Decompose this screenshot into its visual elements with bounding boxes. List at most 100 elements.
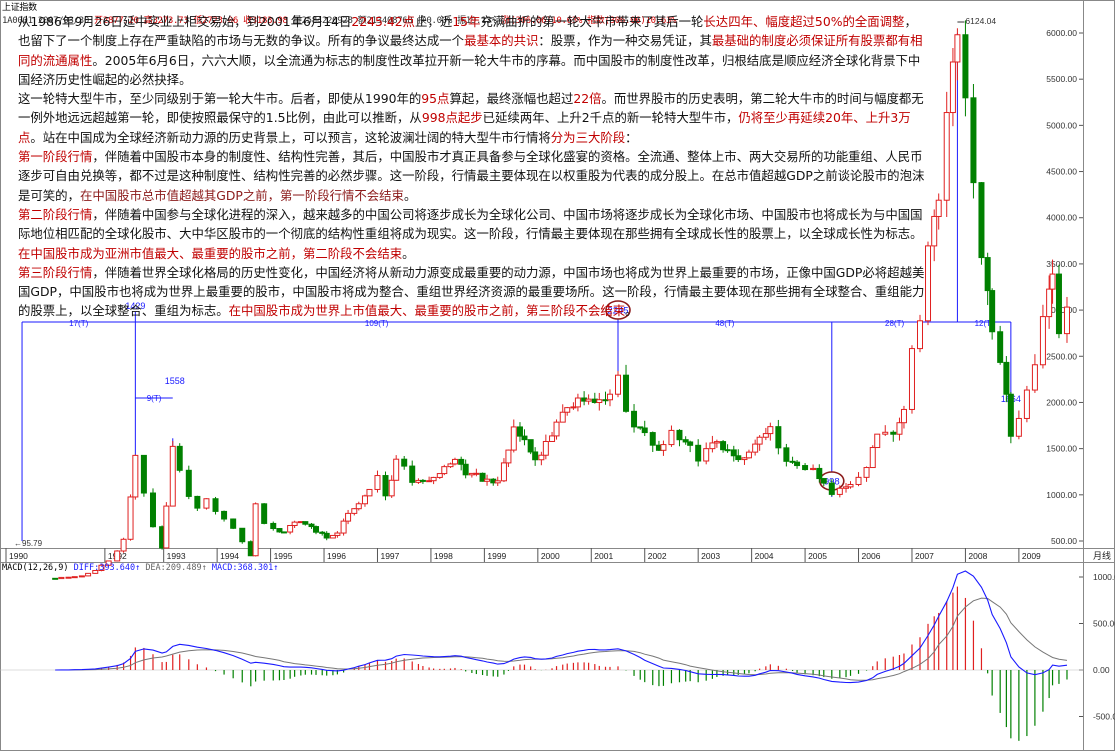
- rise-value: 涨(306.06)10.63%: [501, 16, 583, 26]
- candle-body: [1007, 393, 1014, 437]
- candle-body: [351, 508, 358, 514]
- candle-body: [194, 495, 201, 509]
- candle-body: [989, 290, 996, 333]
- candle-body: [527, 439, 534, 453]
- p2-run-1: 95点: [421, 91, 450, 107]
- analysis-article: 从1986年9月26日延中实业上柜交易始，到2001年6月14日2245.42点…: [18, 12, 928, 321]
- candle-body: [169, 445, 176, 507]
- candle-body: [935, 199, 942, 217]
- candle-body: [451, 458, 458, 465]
- candle-body: [510, 426, 517, 451]
- y-tick-label: 2000.00: [1046, 397, 1077, 407]
- macd-dea-line: [55, 597, 1068, 681]
- candle-body: [393, 458, 400, 481]
- candle-body: [323, 532, 330, 539]
- p3-run-1: ，伴随着中国股市本身的制度性、结构性完善，其后，中国股市才真正具备参与全球化盛宴…: [18, 149, 925, 203]
- p5-run-1: ，伴随着世界全球化格局的历史性变化，中国经济将从新动力源变成最重要的动力源，中国…: [18, 264, 925, 319]
- candle-body: [606, 393, 613, 401]
- candle-body: [65, 576, 72, 579]
- span-label-2: 9(T): [147, 394, 162, 403]
- y-tick-label: 3500.00: [1046, 259, 1077, 269]
- y-tick-label: 5500.00: [1046, 74, 1077, 84]
- candle-body: [436, 473, 443, 478]
- candle-body: [430, 476, 437, 482]
- x-tick-label: 1997: [380, 551, 399, 561]
- candle-body: [752, 443, 759, 453]
- p1-run-5: 长达四年、幅度超过50%的全面调整: [703, 14, 905, 29]
- p5-run-3: 。: [625, 303, 638, 319]
- candle-body: [1003, 361, 1010, 395]
- candle-body: [149, 492, 156, 528]
- y-tick-label: 4000.00: [1046, 213, 1077, 223]
- candle-body: [366, 488, 373, 497]
- candle-body: [361, 495, 368, 505]
- p1-run-4: 充满曲折的第一轮大牛市带来了其后一轮: [480, 14, 704, 29]
- candle-body: [221, 510, 228, 520]
- candle-body: [52, 577, 59, 580]
- candle-body: [78, 575, 85, 578]
- y-tick-label: 4500.00: [1046, 167, 1077, 177]
- candle-body: [1055, 273, 1062, 335]
- candle-body: [869, 447, 876, 469]
- candle-body: [291, 521, 298, 526]
- paragraph-2: 这一轮特大型牛市，至少同级别于第一轮大牛市。后者，即使从1990年的95点算起，…: [18, 89, 928, 147]
- p3-run-2: 在中国股市总市值超越其GDP之前，第一阶段行情不会结束: [79, 187, 404, 203]
- amplitude-value: 振19.13%: [457, 16, 497, 26]
- candle-body: [900, 408, 907, 424]
- index-title: 上证指数: [2, 3, 37, 13]
- candle-body: [308, 523, 315, 528]
- candle-body: [458, 458, 465, 465]
- macd-tick-label: 1000.00: [1093, 572, 1115, 582]
- candle-body: [401, 458, 408, 467]
- candle-body: [176, 445, 183, 471]
- candle-body: [553, 421, 560, 437]
- x-tick-label: 1999: [487, 551, 506, 561]
- candle-body: [997, 331, 1004, 363]
- macd-dea: DEA:209.489↑: [145, 563, 207, 573]
- candle-body: [649, 432, 656, 446]
- candle-body: [355, 503, 362, 510]
- candle-body: [71, 576, 78, 579]
- x-tick-label: 1990: [9, 551, 28, 561]
- candle-body: [641, 427, 648, 434]
- candle-body: [949, 61, 956, 114]
- p2-run-2: 算起，最终涨幅也超过: [449, 91, 574, 107]
- macd-legend: MACD(12,26,9) DIFF:393.640↑ DEA:209.489↑…: [2, 563, 278, 573]
- open-value: 开2877.20: [94, 16, 139, 26]
- paragraph-1: 从1986年9月26日延中实业上柜交易始，到2001年6月14日2245.42点…: [18, 12, 928, 89]
- candle-body: [816, 467, 823, 480]
- candle-body: [409, 465, 416, 483]
- x-tick-label: 1994: [220, 551, 239, 561]
- y-tick-label: 500.00: [1051, 536, 1077, 546]
- candle-body: [505, 449, 512, 464]
- candle-body: [931, 215, 938, 247]
- candle-body: [302, 521, 309, 525]
- p1-run-0: 从1986年9月26日延中实业上柜交易始，到2001年6月14日: [18, 14, 352, 29]
- candle-body: [703, 448, 710, 462]
- candle-body: [549, 435, 556, 442]
- candle-body: [820, 478, 827, 484]
- x-tick-label: 2005: [808, 551, 827, 561]
- x-tick-label: 2009: [1022, 551, 1041, 561]
- macd-tick-label: 0.00: [1093, 665, 1110, 675]
- candle-body: [631, 410, 638, 428]
- macd-panel: -500.00 0.00 500.00 1000.00: [0, 570, 1115, 741]
- candle-body: [313, 526, 320, 533]
- candle-body: [185, 469, 192, 497]
- macd-tick-label: -500.00: [1093, 712, 1115, 722]
- candle-body: [783, 447, 790, 462]
- candle-body: [695, 444, 702, 462]
- candle-body: [943, 112, 950, 201]
- close-value: 收3183.98: [243, 16, 288, 26]
- p5-run-2: 在中国股市成为世界上市值最大、最重要的股市之前，第三阶段不会结束: [228, 303, 626, 319]
- candle-body: [340, 520, 347, 534]
- candle-body: [132, 454, 139, 498]
- candle-body: [374, 475, 381, 490]
- candle-body: [98, 564, 105, 572]
- rise2-value: 指数(306.06)10.63%: [587, 16, 677, 26]
- candle-body: [730, 449, 737, 457]
- p2-run-5: 998点起步: [421, 110, 483, 126]
- macd-title: MACD(12,26,9): [2, 563, 69, 573]
- candle-body: [1039, 316, 1046, 366]
- p2-run-4: 。而世界股市的历史表明，第二轮大牛市的时间与幅度都无一例外地远远超越第一轮，即使…: [18, 91, 924, 126]
